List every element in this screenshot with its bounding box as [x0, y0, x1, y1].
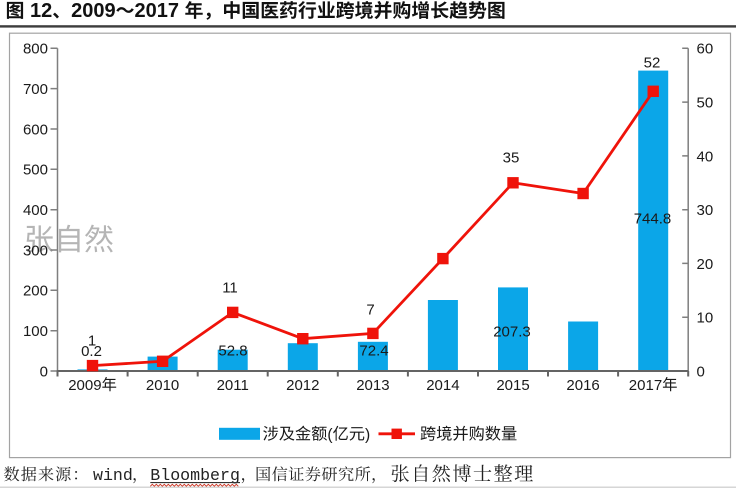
svg-text:2016: 2016 [566, 377, 599, 394]
svg-text:500: 500 [23, 162, 48, 179]
svg-text:52.8: 52.8 [218, 342, 247, 359]
svg-text:): ) [365, 426, 370, 443]
svg-text:2012: 2012 [286, 377, 319, 394]
svg-text:300: 300 [23, 242, 48, 259]
svg-text:12: 12 [30, 0, 52, 22]
svg-text:200: 200 [23, 283, 48, 300]
svg-text:2015: 2015 [496, 377, 529, 394]
svg-text:700: 700 [23, 81, 48, 98]
svg-text:0: 0 [40, 363, 48, 380]
svg-text:2009: 2009 [68, 377, 101, 394]
svg-text:2017: 2017 [629, 377, 662, 394]
svg-text:35: 35 [503, 150, 520, 167]
svg-text:Bloomberg: Bloomberg [150, 466, 240, 485]
svg-text:52: 52 [644, 55, 661, 72]
svg-text:0: 0 [697, 363, 705, 380]
svg-text:2009: 2009 [71, 0, 116, 22]
svg-text:0.2: 0.2 [81, 343, 102, 360]
svg-text:207.3: 207.3 [493, 324, 531, 341]
svg-text:20: 20 [697, 256, 714, 273]
svg-text:600: 600 [23, 121, 48, 138]
svg-text:2011: 2011 [217, 377, 249, 394]
svg-text:40: 40 [697, 148, 714, 165]
svg-text:744.8: 744.8 [634, 211, 672, 228]
svg-text:2014: 2014 [426, 377, 459, 394]
svg-text:11: 11 [222, 279, 238, 296]
svg-text:2013: 2013 [356, 377, 389, 394]
svg-text:50: 50 [697, 95, 714, 112]
svg-text:72.4: 72.4 [359, 343, 388, 360]
svg-text:60: 60 [697, 41, 714, 58]
svg-text:30: 30 [697, 202, 714, 219]
svg-text:wind: wind [93, 466, 133, 485]
svg-text:100: 100 [23, 323, 48, 340]
svg-text:400: 400 [23, 202, 48, 219]
svg-text:800: 800 [23, 41, 48, 58]
svg-text:2017: 2017 [135, 0, 180, 22]
svg-text:7: 7 [366, 302, 374, 319]
svg-text:10: 10 [697, 310, 714, 327]
svg-text:1: 1 [88, 332, 96, 349]
svg-text:(: ( [327, 426, 333, 443]
svg-text:2010: 2010 [146, 377, 179, 394]
